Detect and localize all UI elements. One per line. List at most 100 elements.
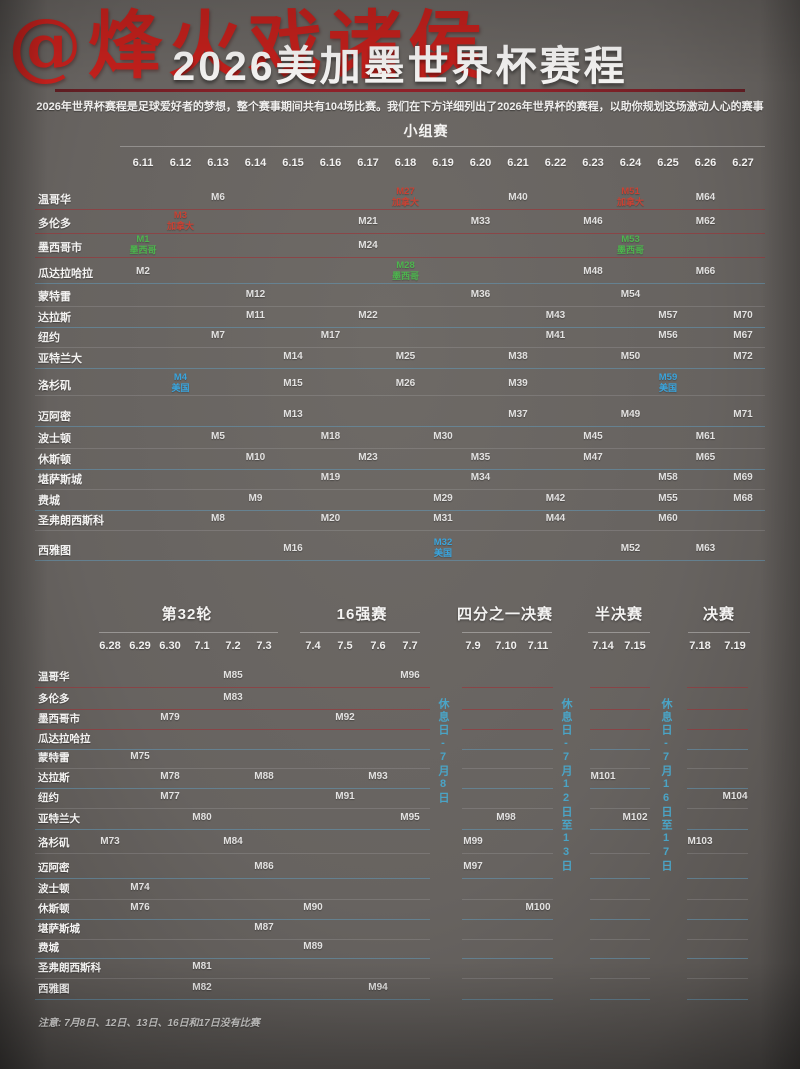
- match-cell: M85: [223, 670, 243, 681]
- row-separator: [35, 510, 765, 511]
- row-separator: [590, 978, 650, 979]
- match-cell: M84: [223, 836, 243, 847]
- match-cell: M41: [545, 330, 566, 341]
- match-cell: M66: [695, 266, 716, 277]
- match-cell: M88: [254, 771, 274, 782]
- match-cell: M80: [192, 812, 212, 823]
- row-separator: [35, 808, 430, 809]
- group-stage-underline: [120, 146, 765, 147]
- match-number: M27: [396, 186, 415, 197]
- city-label: 圣弗朗西斯科: [38, 962, 101, 974]
- match-cell: M101: [590, 771, 616, 782]
- city-label: 亚特兰大: [38, 353, 82, 365]
- host-match-badge: M4 美国: [157, 373, 205, 394]
- row-separator: [462, 899, 553, 900]
- city-label: 迈阿密: [38, 411, 71, 423]
- city-label: 达拉斯: [38, 312, 71, 324]
- rest-day-label: 休息日-7月8日: [437, 698, 449, 805]
- row-separator: [687, 829, 748, 830]
- row-separator: [35, 749, 430, 750]
- city-label: 温哥华: [38, 194, 71, 206]
- match-cell: M78: [160, 771, 180, 782]
- knockout-date-header: 7.3: [256, 640, 272, 652]
- watermark-text: @烽火戏诸侯: [8, 3, 488, 89]
- knockout-date-header: 7.5: [337, 640, 353, 652]
- row-separator: [687, 919, 748, 920]
- title-underline: [55, 89, 745, 92]
- knockout-date-header: 7.1: [194, 640, 210, 652]
- knockout-date-header: 7.4: [305, 640, 321, 652]
- match-cell: M43: [545, 310, 566, 321]
- match-cell: M81: [192, 961, 212, 972]
- group-date-header: 6.18: [394, 157, 417, 169]
- city-label: 墨西哥市: [38, 242, 82, 254]
- city-label: 多伦多: [38, 218, 71, 230]
- match-cell: M40: [508, 192, 528, 203]
- row-separator: [687, 853, 748, 854]
- match-cell: M64: [695, 192, 716, 203]
- match-cell: M12: [245, 289, 266, 300]
- match-cell: M26: [395, 378, 416, 389]
- round-title-underline: [462, 632, 552, 633]
- group-date-header: 6.27: [732, 157, 754, 169]
- round-title-underline: [588, 632, 650, 633]
- match-cell: M33: [470, 216, 491, 227]
- host-country-label: 美国: [433, 548, 452, 558]
- knockout-date-header: 7.6: [370, 640, 386, 652]
- match-cell: M87: [254, 922, 274, 933]
- knockout-date-header: 7.7: [402, 640, 418, 652]
- match-cell: M9: [248, 493, 263, 504]
- row-separator: [462, 919, 553, 920]
- row-separator: [35, 209, 765, 210]
- match-cell: M104: [722, 791, 748, 802]
- rest-day-label: 休息日-7月16日至17日: [660, 698, 672, 873]
- knockout-date-header: 7.11: [527, 640, 549, 652]
- city-label: 圣弗朗西斯科: [38, 515, 104, 527]
- row-separator: [35, 368, 765, 369]
- row-separator: [687, 878, 748, 879]
- row-separator: [462, 853, 553, 854]
- match-cell: M77: [160, 791, 180, 802]
- match-cell: M49: [620, 409, 641, 420]
- match-cell: M98: [496, 812, 516, 823]
- row-separator: [35, 939, 430, 940]
- knockout-date-header: 7.15: [624, 640, 646, 652]
- match-number: M51: [621, 186, 640, 197]
- row-separator: [687, 749, 748, 750]
- match-cell: M29: [433, 493, 453, 504]
- match-cell: M86: [254, 861, 274, 872]
- match-cell: M72: [733, 351, 753, 362]
- match-cell: M97: [463, 861, 483, 872]
- match-cell: M89: [303, 941, 323, 952]
- city-label: 休斯顿: [38, 454, 71, 466]
- match-cell: M75: [130, 751, 150, 762]
- match-cell: M102: [622, 812, 648, 823]
- knockout-date-header: 7.9: [465, 640, 481, 652]
- match-cell: M20: [320, 513, 341, 524]
- row-separator: [462, 749, 553, 750]
- host-match-badge: M51 加拿大: [607, 186, 655, 208]
- match-number: M59: [658, 372, 678, 383]
- row-separator: [35, 283, 765, 284]
- row-separator: [590, 768, 650, 769]
- knockout-date-header: 6.28: [99, 640, 121, 652]
- row-separator: [462, 768, 553, 769]
- row-separator: [590, 729, 650, 730]
- row-separator: [687, 768, 748, 769]
- match-cell: M65: [695, 452, 716, 463]
- row-separator: [35, 327, 765, 328]
- match-cell: M31: [433, 513, 453, 524]
- match-cell: M74: [130, 882, 150, 893]
- match-cell: M58: [658, 472, 678, 483]
- host-country-label: 美国: [171, 383, 190, 393]
- match-number: M53: [621, 234, 640, 245]
- row-separator: [35, 978, 430, 979]
- host-country-label: 墨西哥: [391, 271, 419, 281]
- match-cell: M11: [246, 310, 265, 321]
- host-match-badge: M28 墨西哥: [382, 261, 430, 282]
- row-separator: [35, 958, 430, 959]
- row-separator: [35, 829, 430, 830]
- match-number: M1: [136, 234, 150, 245]
- row-separator: [687, 687, 748, 688]
- match-cell: M61: [695, 431, 716, 442]
